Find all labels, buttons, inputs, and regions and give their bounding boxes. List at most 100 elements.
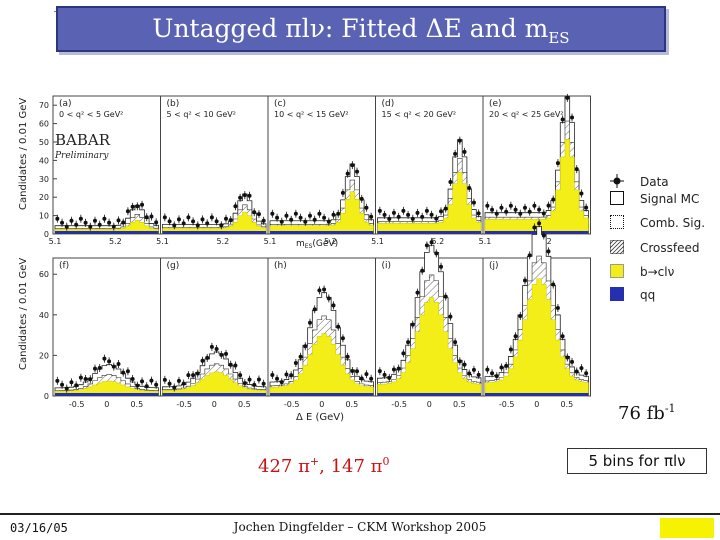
data-point [471, 367, 476, 372]
data-point [546, 203, 551, 208]
data-point [410, 216, 415, 221]
data-point [391, 367, 396, 372]
data-point [410, 322, 415, 327]
data-point [420, 268, 425, 273]
data-point [97, 366, 102, 371]
y-tick-label: 40 [39, 311, 49, 320]
data-point [284, 372, 289, 377]
y-tick-label: 30 [39, 175, 49, 184]
data-point [97, 222, 102, 227]
y-tick-label: 60 [39, 270, 49, 279]
data-point [415, 210, 420, 215]
panel-tag: (d) [382, 99, 395, 109]
data-point [350, 163, 355, 168]
event-counts: 427 π+, 147 π0 [258, 455, 390, 477]
data-point [69, 380, 74, 385]
data-point [64, 386, 69, 391]
data-point [135, 204, 140, 209]
y-tick-label: 40 [39, 156, 49, 165]
data-point [518, 211, 523, 216]
data-point [546, 249, 551, 254]
data-point [429, 212, 434, 217]
qq-histogram [270, 393, 374, 396]
data-point [154, 220, 159, 225]
data-point [494, 374, 499, 379]
data-point [579, 366, 584, 371]
data-point [209, 215, 214, 220]
x-tick-label: 5.2 [324, 237, 337, 246]
x-tick-label: 0 [104, 400, 109, 409]
bclnu-histogram [162, 211, 267, 235]
data-point [256, 377, 261, 382]
data-point [453, 340, 458, 345]
x-tick-label: 0 [212, 400, 217, 409]
data-point [443, 206, 448, 211]
bclnu-histogram [162, 371, 267, 397]
data-point [579, 191, 584, 196]
data-point [387, 216, 392, 221]
panel-tag: (f) [59, 261, 69, 271]
data-point [261, 218, 266, 223]
data-point [200, 358, 205, 363]
data-point [476, 372, 481, 377]
data-point [307, 320, 312, 325]
data-point [396, 214, 401, 219]
legend-item-qq: qq [610, 287, 710, 305]
data-point [355, 369, 360, 374]
data-point [191, 219, 196, 224]
data-point [457, 359, 462, 364]
data-point [396, 366, 401, 371]
data-point [326, 296, 331, 301]
panel-tag: (j) [489, 261, 499, 271]
data-point [424, 208, 429, 213]
data-point [485, 203, 490, 208]
data-point [537, 207, 542, 212]
data-point [355, 169, 360, 174]
data-point [584, 371, 589, 376]
data-point [144, 384, 149, 389]
data-point [387, 375, 392, 380]
data-point [448, 314, 453, 319]
data-point [462, 362, 467, 367]
data-point [467, 186, 472, 191]
bclnu-histogram [484, 138, 589, 235]
bottom-xlabel: Δ E (GeV) [296, 412, 344, 423]
data-point [522, 278, 527, 283]
preliminary-label: Preliminary [55, 151, 109, 161]
data-point [359, 376, 364, 381]
data-point [293, 211, 298, 216]
data-point [298, 354, 303, 359]
x-tick-label: 0.5 [345, 400, 358, 409]
data-point [289, 373, 294, 378]
x-tick-label: -0.5 [69, 400, 85, 409]
data-point [64, 224, 69, 229]
data-point [429, 240, 434, 245]
data-point [415, 290, 420, 295]
data-point [522, 205, 527, 210]
data-point [121, 220, 126, 225]
data-point [102, 356, 107, 361]
x-tick-label: -0.5 [499, 400, 515, 409]
data-point [439, 209, 444, 214]
legend-label: b→clν [640, 265, 675, 279]
data-point [55, 216, 60, 221]
data-point [252, 382, 257, 387]
data-point [345, 354, 350, 359]
data-point [176, 378, 181, 383]
data-point [186, 215, 191, 220]
panel-tag: (i) [382, 261, 392, 271]
data-point [508, 347, 513, 352]
data-point-icon [610, 174, 624, 188]
data-point [167, 381, 172, 386]
data-point [162, 215, 167, 220]
data-point [490, 371, 495, 376]
legend-label: qq [640, 288, 656, 302]
data-point [453, 151, 458, 156]
data-point [317, 288, 322, 293]
legend-label: Crossfeed [640, 241, 700, 255]
data-point [102, 216, 107, 221]
data-point [303, 344, 308, 349]
data-point [420, 214, 425, 219]
data-point [377, 369, 382, 374]
